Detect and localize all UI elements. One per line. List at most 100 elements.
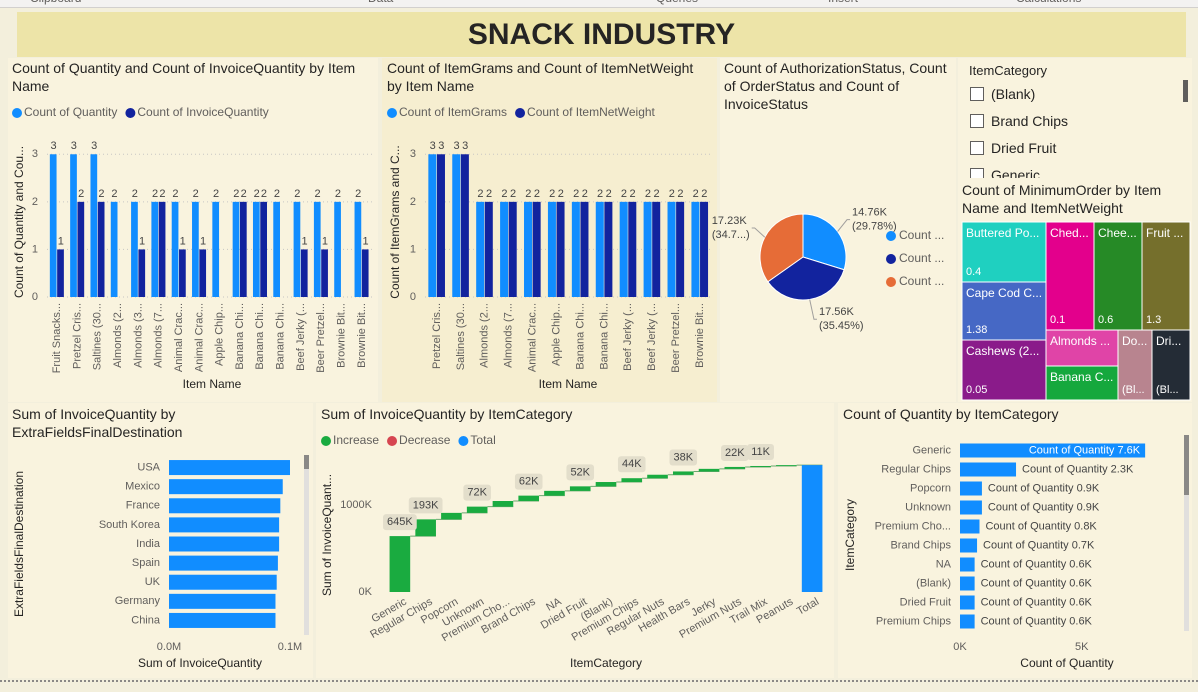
x-tick-label: Brownie Bit...: [356, 303, 368, 368]
data-label: Count of Quantity 0.7K: [983, 539, 1095, 551]
ribbon-label: Queries: [656, 0, 698, 5]
legend-marker: [321, 436, 331, 446]
bar: [652, 201, 661, 297]
bar: [476, 201, 485, 297]
bar: [436, 154, 445, 297]
bar: [361, 249, 369, 297]
data-label: 2: [501, 188, 507, 200]
data-label: 22K: [725, 447, 745, 459]
treemap-tile: [961, 221, 1047, 283]
slicer-item[interactable]: (Blank): [991, 86, 1036, 102]
tile-sublabel: 1.3: [1146, 314, 1161, 326]
bar: [169, 517, 280, 533]
y-tick-label: NA: [936, 558, 952, 570]
x-tick-label: 0.1M: [278, 641, 302, 653]
data-label: 2: [193, 188, 199, 200]
x-tick-label: Beef Jerky (...: [295, 303, 307, 371]
data-label: 2: [606, 188, 612, 200]
x-tick-label: 5K: [1075, 641, 1089, 653]
label-box: [463, 484, 491, 501]
bar: [260, 201, 267, 297]
data-label: 3: [430, 140, 436, 152]
data-label: 11K: [751, 446, 770, 458]
data-label: 2: [152, 188, 158, 200]
title-band: [17, 12, 1186, 57]
data-label: 3: [462, 140, 468, 152]
bar: [110, 201, 118, 297]
checkbox[interactable]: [970, 114, 984, 128]
label-box: [566, 464, 595, 481]
bar: [293, 201, 301, 297]
slicer-item[interactable]: Generic: [991, 167, 1041, 178]
bar: [169, 593, 276, 609]
x-tick-label: Apple Chip...: [550, 303, 562, 366]
x-tick-label: Animal Crac...: [193, 303, 205, 372]
checkbox[interactable]: [970, 141, 984, 155]
y-tick-label: 0: [410, 291, 416, 303]
bar: [252, 201, 260, 297]
data-label: 2: [241, 188, 247, 200]
scrollbar[interactable]: [1183, 80, 1188, 102]
y-tick-label: France: [126, 500, 160, 512]
bar: [151, 201, 159, 297]
bar: [212, 201, 220, 297]
pie-slice: [802, 213, 847, 271]
bar: [643, 201, 652, 297]
legend-marker: [886, 277, 896, 287]
y-tick-label: UK: [145, 576, 161, 588]
y-tick-label: Spain: [132, 557, 160, 569]
scrollbar-thumb[interactable]: [1184, 435, 1189, 495]
waterfall-bar: [776, 465, 797, 466]
ribbon-label: Clipboard: [30, 0, 81, 5]
legend-marker: [886, 231, 896, 241]
data-label: 2: [701, 188, 707, 200]
bar: [321, 249, 328, 297]
page-title: SNACK INDUSTRY: [467, 18, 736, 51]
slicer-item[interactable]: Brand Chips: [991, 113, 1069, 129]
bar: [239, 201, 247, 297]
legend-label: Decrease: [399, 433, 451, 447]
x-tick-label: 0K: [953, 641, 967, 653]
bar: [667, 201, 676, 297]
legend-label: Count of ItemGrams: [399, 105, 507, 119]
checkbox[interactable]: [970, 168, 984, 178]
data-label: 1: [362, 235, 368, 247]
tile-sublabel: (Bl...: [1156, 384, 1179, 396]
tile-sublabel: 0.6: [1098, 314, 1113, 326]
slicer-item[interactable]: Dried Fruit: [991, 140, 1057, 156]
data-label: 38K: [674, 451, 694, 463]
waterfall-bar: [415, 519, 436, 537]
scrollbar-thumb[interactable]: [304, 455, 309, 469]
scrollbar[interactable]: [304, 455, 309, 635]
waterfall-bar: [441, 512, 462, 520]
legend-marker: [515, 108, 526, 118]
checkbox[interactable]: [970, 87, 984, 101]
tile-label: Dri...: [1156, 334, 1181, 348]
data-label: 2: [172, 188, 178, 200]
bar: [57, 249, 64, 297]
y-tick-label: 1000K: [340, 499, 372, 511]
y-tick-label: 1: [410, 243, 416, 255]
data-label: 2: [653, 188, 659, 200]
waterfall-bar: [518, 495, 540, 501]
treemap-tile: [1151, 329, 1191, 401]
x-tick-label: Almonds (2...: [479, 303, 491, 368]
bar: [460, 154, 469, 297]
y-tick-label: (Blank): [916, 577, 951, 589]
bar: [179, 249, 186, 297]
bar: [524, 201, 533, 297]
data-label: Count of Quantity 0.6K: [981, 615, 1093, 627]
data-label: 14.76K (29.78%): [852, 207, 897, 233]
legend-label: Increase: [333, 433, 379, 447]
scrollbar[interactable]: [1184, 435, 1189, 631]
bar: [508, 201, 517, 297]
bar: [628, 201, 637, 297]
bar: [571, 201, 580, 297]
data-label: Count of Quantity 0.9K: [988, 501, 1100, 513]
data-label: 2: [98, 188, 104, 200]
data-label: 2: [582, 188, 588, 200]
bar: [169, 479, 283, 495]
legend-marker: [125, 108, 136, 118]
data-label: 2: [213, 188, 219, 200]
x-tick-label: Pretzel Cris...: [431, 303, 443, 369]
